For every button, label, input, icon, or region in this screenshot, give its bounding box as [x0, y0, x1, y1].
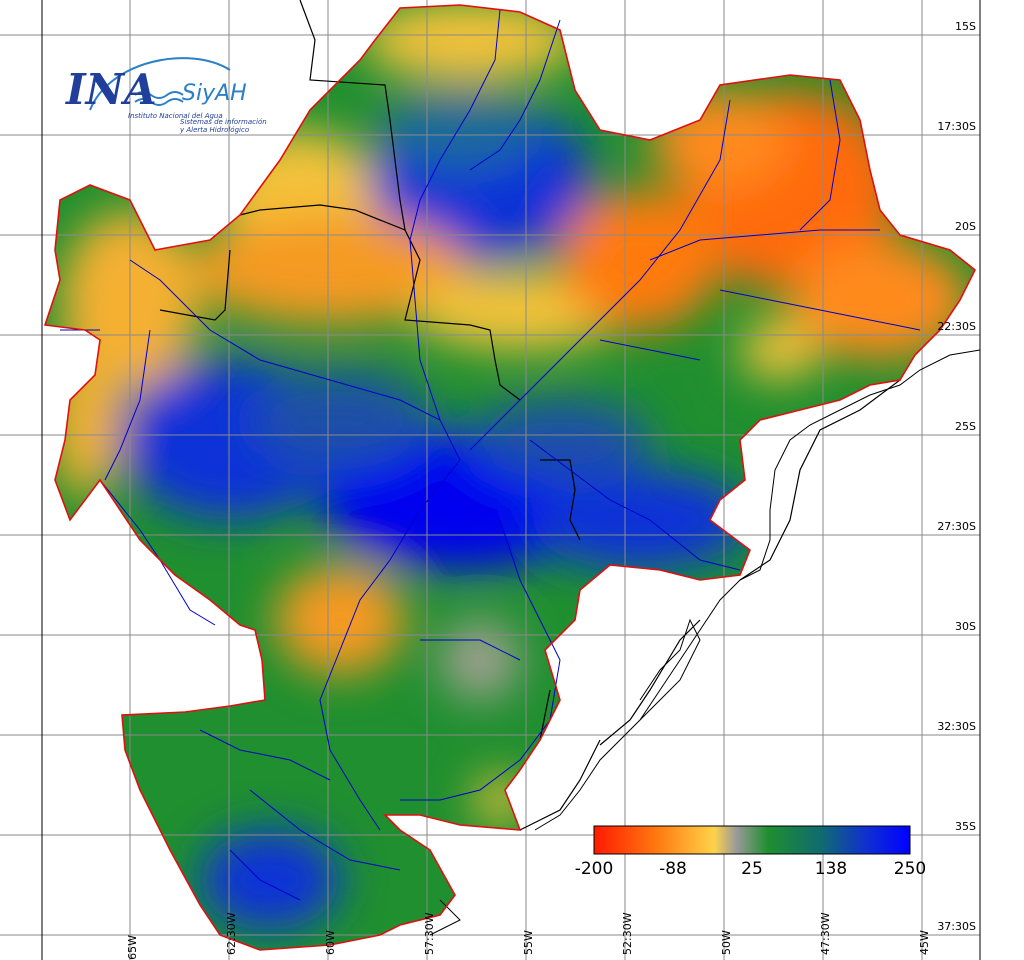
latitude-labels: 15S 17:30S 20S 22:30S 25S 27:30S 30S 32:… — [937, 20, 976, 933]
lat-label: 35S — [955, 820, 976, 833]
lat-label: 15S — [955, 20, 976, 33]
lon-label: 47:30W — [819, 912, 832, 955]
logo-main: INA — [65, 65, 157, 114]
colorbar-label: -88 — [659, 859, 687, 879]
lat-label: 27:30S — [937, 520, 976, 533]
colorbar: -200 -88 25 138 250 — [575, 825, 926, 879]
river-network — [60, 9, 921, 901]
political-boundaries — [159, 0, 901, 831]
lon-label: 50W — [720, 930, 733, 955]
colorbar-label: 25 — [741, 859, 763, 879]
lon-label: 60W — [324, 930, 337, 955]
graticule — [0, 0, 980, 960]
lat-label: 20S — [955, 220, 976, 233]
colorbar-label: 138 — [815, 859, 847, 879]
lat-label: 22:30S — [937, 320, 976, 333]
lon-label: 55W — [522, 930, 535, 955]
lon-label: 62:30W — [225, 912, 238, 955]
lat-label: 32:30S — [937, 720, 976, 733]
logo-org: Instituto Nacional del Agua — [128, 112, 223, 120]
frame-ticks — [41, 0, 981, 960]
lat-label: 25S — [955, 420, 976, 433]
lat-label: 30S — [955, 620, 976, 633]
lon-label: 57:30W — [423, 912, 436, 955]
lat-label: 37:30S — [937, 920, 976, 933]
lat-label: 17:30S — [937, 120, 976, 133]
colorbar-label: 250 — [894, 859, 926, 879]
colorbar-gradient — [593, 825, 911, 855]
logo-line2: y Alerta Hidrológico — [179, 126, 249, 134]
wave-icon — [89, 57, 231, 111]
longitude-labels: 65W 62:30W 60W 57:30W 55W 52:30W 50W 47:… — [126, 912, 931, 960]
colorbar-label: -200 — [575, 859, 614, 879]
lon-label: 65W — [126, 935, 139, 960]
logo-product: SiyAH — [182, 81, 247, 106]
wave-icon — [134, 98, 184, 106]
logo-line1: Sistemas de información — [180, 118, 267, 126]
lon-label: 45W — [918, 930, 931, 955]
ina-siyah-logo: INA SiyAH Instituto Nacional del Agua Si… — [65, 57, 267, 134]
wave-icon — [134, 91, 184, 99]
lon-label: 52:30W — [621, 912, 634, 955]
